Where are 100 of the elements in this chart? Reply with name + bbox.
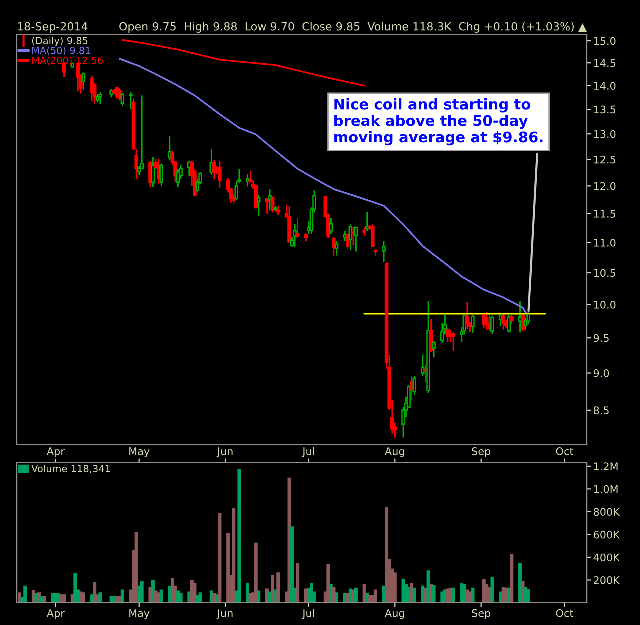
candlestick (98, 91, 102, 105)
bar (82, 592, 86, 603)
annotation: Nice coil and starting to break above the 50-day moving average at $9.86. (334, 98, 543, 146)
bar (526, 589, 530, 603)
bar (238, 469, 242, 603)
x-tick-label: Aug (385, 448, 404, 458)
bar (271, 575, 275, 603)
candlestick (471, 314, 475, 334)
candlestick (115, 86, 119, 100)
text: Open 9.75 High 9.88 Low 9.70 Close 9.85 Volume 118.3K Chg +0.10 (+1.03%) ▲ (120, 22, 587, 33)
bar (518, 563, 522, 603)
y-tick-label: 1.0M (594, 485, 618, 494)
x2-tick-label: Jun (216, 610, 233, 620)
bar (393, 572, 397, 603)
candlestick (452, 332, 456, 352)
bar (432, 585, 436, 603)
y-tick-label: 12.0 (594, 182, 616, 190)
x-tick-label: May (130, 448, 150, 458)
candlestick (254, 184, 258, 210)
bar (385, 507, 389, 603)
bar (490, 577, 494, 603)
candlestick (446, 328, 450, 343)
candlestick (90, 76, 94, 102)
x2-tick-label: Jul (302, 609, 314, 620)
candlestick (382, 240, 386, 263)
y-tick-label: 400K (594, 554, 620, 562)
y-tick-label: 11.5 (594, 210, 616, 218)
bar (510, 554, 514, 603)
candlestick (502, 313, 506, 331)
y-tick-label: 15.0 (594, 37, 616, 46)
bar (160, 590, 164, 603)
bar (257, 590, 261, 603)
bar (326, 564, 330, 603)
bar (218, 513, 222, 603)
candlestick (268, 188, 272, 212)
candlestick (485, 311, 489, 332)
x-tick-label: Jun (216, 448, 233, 458)
bar (179, 594, 183, 603)
x2-tick-label: Sep (472, 609, 491, 620)
candlestick (296, 218, 300, 239)
legend-label: MA(50) 9.81 (32, 46, 90, 56)
legend-label: (Daily) 9.85 (32, 36, 88, 46)
candlestick (276, 205, 280, 216)
legend-label: Volume 118,341 (32, 464, 110, 474)
bar (24, 586, 28, 603)
candlestick (82, 72, 86, 92)
candlestick (270, 196, 275, 214)
x2-tick-label: Aug (385, 610, 404, 620)
bar (296, 563, 300, 603)
bar (152, 580, 155, 603)
x2-tick-label: May (130, 610, 150, 620)
candlestick (432, 340, 436, 358)
bar (374, 590, 378, 603)
candlestick (329, 218, 334, 235)
x-tick-label: Apr (47, 448, 65, 458)
candlestick (129, 91, 133, 110)
candlestick (352, 226, 356, 246)
candlestick (482, 312, 486, 330)
bar (120, 590, 124, 603)
y-tick-label: 8.5 (594, 406, 609, 415)
y-tick-label: 13.5 (594, 106, 616, 114)
y-tick-label: 200K (594, 576, 620, 584)
candlestick (332, 236, 336, 257)
bar (98, 592, 102, 603)
candlestick (168, 136, 172, 162)
y-tick-label: 1.2M (594, 462, 618, 470)
bar (226, 533, 230, 603)
bar (62, 594, 66, 603)
bar (452, 588, 456, 603)
bar (43, 596, 47, 603)
x-tick-label: Sep (472, 448, 491, 458)
y-tick-label: 14.0 (594, 82, 616, 90)
y-tick-label: 9.0 (594, 369, 610, 378)
candlestick (348, 224, 353, 251)
candlestick (490, 315, 494, 335)
candlestick (118, 88, 122, 102)
x-tick-label: Oct (556, 448, 574, 456)
chart-subtitle: 18-Sep-2014 (18, 22, 88, 33)
y-tick-label: 12.5 (594, 156, 616, 164)
candlestick (334, 240, 339, 257)
candlestick (160, 163, 164, 187)
candlestick (365, 211, 370, 232)
y-tick-label: 13.0 (594, 130, 616, 138)
legend-label: MA(200) 12.56 (32, 56, 104, 66)
bar (134, 532, 138, 603)
candlestick (257, 194, 261, 218)
candlestick (346, 233, 350, 250)
bar (290, 526, 294, 603)
y-tick-label: 10.0 (594, 300, 616, 309)
candlestick (354, 226, 358, 252)
bar (310, 583, 314, 603)
x2-tick-label: Apr (47, 610, 65, 620)
bar (38, 592, 41, 603)
y-tick-label: 11.0 (594, 238, 616, 247)
y-tick-label: 10.5 (594, 269, 616, 278)
y-tick-label: 600K (594, 530, 620, 539)
x-tick-label: Jul (302, 447, 314, 458)
y-tick-label: 14.5 (594, 59, 616, 68)
y-tick-label: 800K (594, 508, 620, 516)
bar (276, 572, 280, 603)
